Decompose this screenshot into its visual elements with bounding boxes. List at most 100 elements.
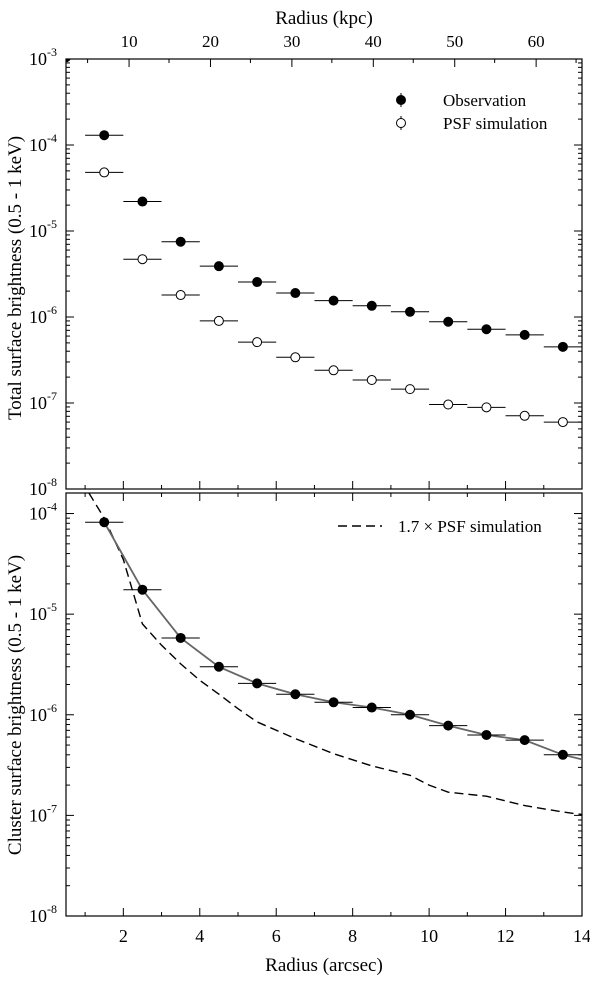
top-psf-point xyxy=(405,384,415,395)
top-y-tick-exp: -6 xyxy=(47,303,57,317)
top-kpc-tick-label: 20 xyxy=(202,32,219,51)
bottom-y-tick-label: 10-5 xyxy=(29,600,57,624)
top-psf-point xyxy=(252,337,263,348)
bottom-observation-point xyxy=(328,697,339,708)
bottom-x-tick-label: 6 xyxy=(272,926,281,946)
top-y-tick-base: 10 xyxy=(29,49,47,69)
top-kpc-tick-label: 40 xyxy=(365,32,382,51)
top-psf-point xyxy=(290,352,301,363)
top-y-tick-label: 10-8 xyxy=(29,475,57,499)
bottom-x-tick-label: 14 xyxy=(573,926,590,946)
top-observation-point xyxy=(137,196,148,207)
top-y-tick-base: 10 xyxy=(29,221,47,241)
bottom-x-tick-label: 2 xyxy=(119,926,128,946)
bottom-y-tick-exp: -7 xyxy=(47,801,57,815)
bottom-x-tick-label: 8 xyxy=(348,926,357,946)
top-data-group xyxy=(66,59,582,428)
bottom-x-tick-label: 12 xyxy=(497,926,515,946)
top-observation-point xyxy=(557,341,568,352)
top-psf-point xyxy=(175,290,186,301)
top-observation-point xyxy=(213,261,224,272)
bottom-data-group xyxy=(85,493,582,816)
legend-label: 1.7 × PSF simulation xyxy=(398,517,542,536)
top-observation-point xyxy=(519,329,530,340)
bottom-observation-point xyxy=(366,702,377,713)
bottom-y-tick-label: 10-6 xyxy=(29,701,57,725)
top-y-tick-exp: -4 xyxy=(47,131,57,145)
bottom-observation-point xyxy=(252,678,263,689)
bottom-x-axis-title: Radius (arcsec) xyxy=(265,955,383,976)
top-y-tick-label: 10-3 xyxy=(29,45,57,69)
legend-label: PSF simulation xyxy=(443,114,548,133)
top-y-tick-base: 10 xyxy=(29,135,47,155)
top-psf-point xyxy=(99,167,110,178)
top-y-tick-base: 10 xyxy=(29,479,47,499)
top-y-tick-exp: -8 xyxy=(47,475,57,489)
bottom-y-tick-base: 10 xyxy=(29,805,47,825)
bottom-y-tick-label: 10-4 xyxy=(29,500,57,524)
bottom-observation-point xyxy=(137,584,148,595)
top-observation-point xyxy=(66,59,71,63)
bottom-observation-point xyxy=(213,661,224,672)
bottom-y-tick-exp: -8 xyxy=(47,902,57,916)
top-y-tick-label: 10-7 xyxy=(29,389,57,413)
top-y-tick-base: 10 xyxy=(29,307,47,327)
bottom-y-tick-base: 10 xyxy=(29,604,47,624)
legend-label: Observation xyxy=(443,91,527,110)
top-kpc-tick-label: 10 xyxy=(121,32,138,51)
bottom-y-tick-exp: -5 xyxy=(47,600,57,614)
top-y-tick-exp: -3 xyxy=(47,45,57,59)
top-psf-point xyxy=(481,402,492,413)
top-kpc-tick-label: 60 xyxy=(528,32,545,51)
top-observation-point xyxy=(290,288,301,299)
bottom-y-tick-label: 10-8 xyxy=(29,902,57,926)
top-observation-point xyxy=(175,236,186,247)
bottom-observation-point xyxy=(175,632,186,643)
top-plot-frame xyxy=(65,58,583,490)
bottom-observation-point xyxy=(405,709,415,720)
top-x-axis-title: Radius (kpc) xyxy=(275,8,373,29)
top-kpc-tick-label: 30 xyxy=(283,32,300,51)
bottom-y-tick-exp: -4 xyxy=(47,500,57,514)
top-psf-point xyxy=(137,254,148,265)
legend-marker xyxy=(396,95,406,105)
top-y-tick-label: 10-6 xyxy=(29,303,57,327)
top-psf-point xyxy=(328,365,339,376)
bottom-x-tick-label: 10 xyxy=(420,926,438,946)
top-y-tick-label: 10-4 xyxy=(29,131,57,155)
top-y-tick-label: 10-5 xyxy=(29,217,57,241)
bottom-y-tick-base: 10 xyxy=(29,504,47,524)
bottom-y-tick-base: 10 xyxy=(29,906,47,926)
top-observation-point xyxy=(366,300,377,311)
top-psf-point xyxy=(213,315,224,326)
top-observation-point xyxy=(99,130,110,141)
model-solid-line xyxy=(103,521,582,761)
top-y-tick-exp: -7 xyxy=(47,389,57,403)
bottom-y-axis-title: Cluster surface brightness (0.5 - 1 keV) xyxy=(5,555,26,855)
top-observation-point xyxy=(481,324,492,335)
top-psf-point xyxy=(557,417,568,428)
top-psf-point xyxy=(443,399,454,410)
bottom-observation-point xyxy=(443,720,454,731)
bottom-observation-point xyxy=(481,729,492,740)
top-kpc-tick-label: 50 xyxy=(446,32,463,51)
bottom-observation-point xyxy=(557,749,568,760)
top-psf-point xyxy=(519,410,530,421)
bottom-plot-frame xyxy=(65,492,583,917)
psf-simulation-dashed-line xyxy=(88,493,582,816)
bottom-observation-point xyxy=(99,517,110,528)
bottom-observation-point xyxy=(519,735,530,746)
bottom-observation-point xyxy=(290,689,301,700)
bottom-x-tick-label: 4 xyxy=(195,926,204,946)
bottom-y-tick-label: 10-7 xyxy=(29,801,57,825)
legend-marker xyxy=(396,118,406,128)
top-observation-point xyxy=(405,306,415,317)
top-observation-point xyxy=(443,316,454,327)
top-y-tick-base: 10 xyxy=(29,393,47,413)
bottom-y-tick-exp: -6 xyxy=(47,701,57,715)
top-y-axis-title: Total surface brightness (0.5 - 1 keV) xyxy=(5,136,26,420)
top-observation-point xyxy=(252,277,263,288)
top-psf-point xyxy=(366,375,377,386)
top-observation-point xyxy=(328,295,339,306)
